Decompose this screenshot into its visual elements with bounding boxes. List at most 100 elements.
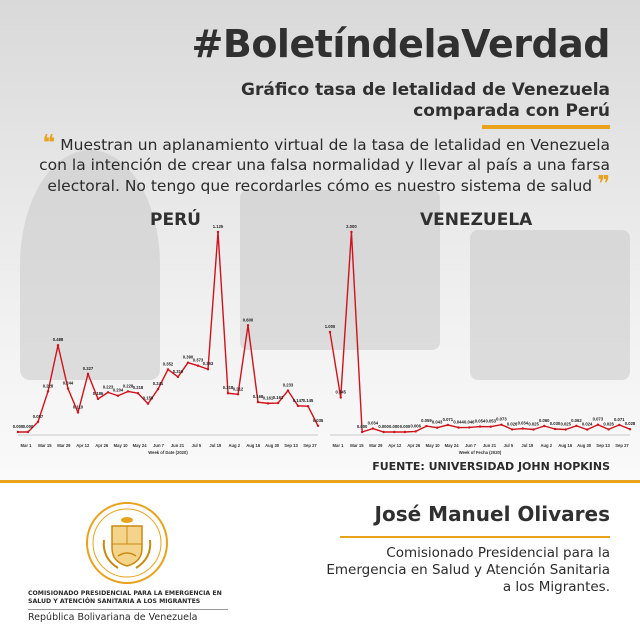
venezuela-data-label: 0.071: [614, 417, 625, 422]
venezuela-x-tick-label: Sep 27: [615, 443, 629, 448]
venezuela-data-label: 0.073: [496, 417, 507, 422]
top-panel: [0, 0, 640, 480]
peru-data-label: 0.390: [183, 355, 194, 360]
peru-data-label: 0.168: [253, 394, 264, 399]
venezuela-data-point: [564, 428, 567, 431]
peru-data-label: 0.352: [163, 361, 174, 366]
venezuela-x-tick-label: Jun 21: [483, 443, 497, 448]
venezuela-data-point: [628, 428, 632, 431]
peru-data-point: [186, 361, 190, 364]
venezuela-data-point: [393, 430, 396, 434]
venezuela-x-tick-label: Aug 30: [577, 443, 592, 448]
peru-data-point: [306, 405, 310, 408]
venezuela-data-label: 0.060: [539, 418, 550, 423]
close-quote-icon: ❞: [597, 172, 610, 197]
background-bed-right: [470, 230, 630, 380]
institution-name: COMISIONADO PRESIDENCIAL PARA LA EMERGEN…: [28, 590, 222, 605]
peru-data-label: 0.488: [53, 337, 64, 342]
venezuela-data-point: [446, 423, 450, 427]
peru-data-label: 0.327: [83, 366, 94, 371]
venezuela-data-label: 0.028: [625, 421, 636, 426]
peru-x-axis-label: Week of Date (2020): [148, 450, 188, 455]
peru-data-label: 0.223: [103, 384, 114, 389]
subtitle-underline: [482, 125, 610, 129]
republic-name: República Bolivariana de Venezuela: [28, 609, 228, 623]
venezuela-x-tick-label: Jun 7: [465, 443, 477, 448]
background-figure: [20, 150, 160, 380]
venezuela-data-point: [457, 426, 460, 429]
venezuela-data-label: 0.026: [603, 421, 614, 426]
venezuela-x-tick-label: Jul 5: [504, 443, 514, 448]
peru-x-tick-label: Aug 30: [265, 443, 280, 448]
hashtag-title: #BoletíndelaVerdad: [191, 22, 611, 66]
peru-data-label: 0.163: [273, 395, 284, 400]
venezuela-x-tick-label: Sep 13: [596, 443, 610, 448]
peru-data-label: 0.159: [143, 396, 154, 401]
peru-x-tick-label: Sep 27: [303, 443, 317, 448]
venezuela-data-label: 0.062: [571, 418, 582, 423]
peru-x-tick-label: Mar 15: [38, 443, 52, 448]
quote-block: ❝ Muestran un aplanamiento virtual de la…: [30, 131, 610, 197]
peru-data-point: [166, 368, 170, 371]
subtitle: Gráfico tasa de letalidad de Venezuela c…: [241, 80, 610, 121]
name-underline: [340, 536, 610, 538]
venezuela-data-label: 0.000: [400, 424, 411, 429]
peru-data-point: [16, 430, 20, 434]
peru-x-tick-label: May 10: [114, 443, 129, 448]
venezuela-data-point: [414, 430, 417, 433]
venezuela-data-point: [585, 428, 589, 431]
peru-data-label: 0.147: [293, 398, 304, 403]
venezuela-x-tick-label: May 10: [426, 443, 441, 448]
venezuela-data-label: 0.000: [378, 424, 389, 429]
peru-data-label: 0.228: [123, 383, 134, 388]
peru-data-point: [136, 392, 140, 395]
venezuela-data-label: 0.043: [432, 420, 443, 425]
source-note: FUENTE: UNIVERSIDAD JOHN HOPKINS: [372, 460, 610, 473]
person-role: Comisionado Presidencial para la Emergen…: [326, 545, 610, 595]
peru-data-point: [256, 400, 260, 404]
venezuela-x-tick-label: Aug 2: [540, 443, 552, 448]
venezuela-data-point: [403, 430, 407, 434]
venezuela-data-label: 0.059: [421, 418, 432, 423]
peru-x-tick-label: Jul 5: [192, 443, 202, 448]
venezuela-data-point: [350, 230, 353, 234]
venezuela-data-point: [339, 396, 342, 399]
venezuela-data-label: 0.025: [528, 422, 539, 427]
venezuela-data-point: [618, 423, 621, 427]
person-name: José Manuel Olivares: [374, 502, 610, 526]
peru-data-label: 0.057: [33, 414, 44, 419]
peru-data-label: 0.600: [243, 317, 254, 322]
open-quote-icon: ❝: [42, 131, 56, 156]
peru-data-point: [36, 420, 40, 424]
peru-data-label: 0.218: [223, 385, 234, 390]
venezuela-x-tick-label: Apr 12: [388, 443, 402, 448]
peru-data-label: 0.145: [303, 398, 314, 403]
peru-x-tick-label: May 24: [133, 443, 148, 448]
peru-data-point: [196, 364, 200, 367]
peru-data-label: 1.125: [213, 224, 224, 229]
venezuela-data-point: [489, 425, 492, 428]
venezuela-data-point: [468, 426, 471, 429]
peru-data-point: [86, 372, 90, 376]
peru-data-label: 0.218: [133, 385, 144, 390]
peru-x-tick-label: Mar 1: [21, 443, 33, 448]
section-divider: [0, 480, 640, 483]
peru-data-point: [276, 401, 280, 405]
peru-data-label: 0.186: [93, 391, 104, 396]
venezuela-x-tick-label: Mar 15: [350, 443, 364, 448]
peru-data-point: [76, 411, 80, 414]
peru-data-point: [206, 368, 210, 371]
peru-data-point: [246, 324, 250, 327]
venezuela-data-label: 0.071: [443, 417, 454, 422]
charts-canvas: 0.000 0.0000.0570.2280.4880.2440.1100.327…: [13, 224, 636, 455]
venezuela-data-point: [553, 427, 557, 431]
venezuela-data-point: [532, 428, 535, 431]
peru-data-point: [26, 430, 30, 434]
peru-data-label: 0.204: [113, 388, 124, 393]
peru-chart-title: PERÚ: [150, 210, 201, 230]
venezuela-data-label: 0.054: [475, 419, 486, 424]
venezuela-data-label: 0.000: [357, 424, 368, 429]
peru-data-point: [226, 392, 230, 395]
peru-data-point: [216, 230, 220, 234]
venezuela-data-point: [425, 424, 428, 428]
